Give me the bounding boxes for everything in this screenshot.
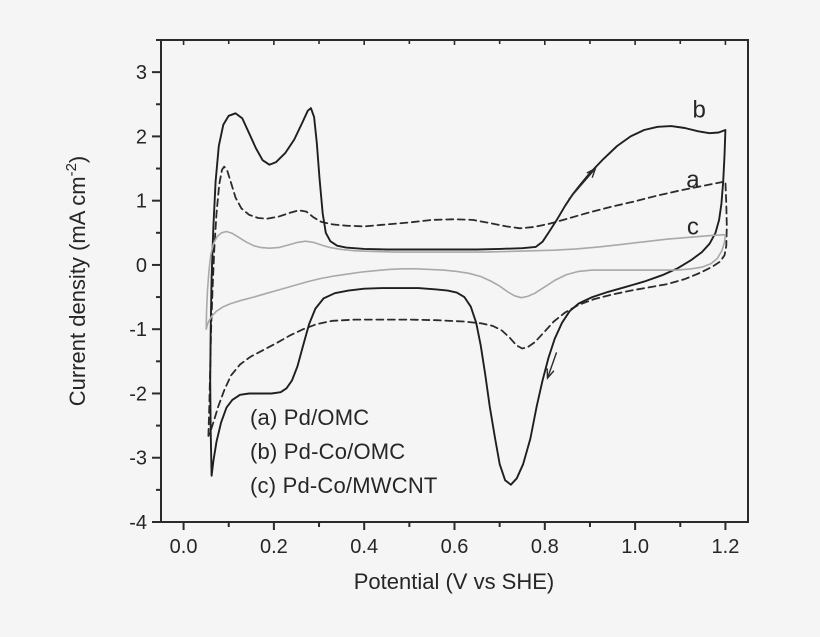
- y-tick-label: 0: [136, 255, 147, 277]
- curve-label-b: b: [693, 96, 706, 123]
- y-tick-label: 2: [136, 126, 147, 148]
- y-axis-title-superscript: -2: [63, 163, 80, 176]
- x-tick-label: 1.0: [621, 536, 649, 558]
- legend-entry-a: (a) Pd/OMC: [250, 405, 370, 430]
- x-tick-label: 0.8: [531, 536, 559, 558]
- y-tick-label: 1: [136, 191, 147, 213]
- legend-entry-c: (c) Pd-Co/MWCNT: [250, 473, 438, 498]
- x-tick-label: 0.2: [260, 536, 288, 558]
- x-tick-label: 0.6: [441, 536, 469, 558]
- cathodic-scan-arrow: [546, 352, 558, 379]
- x-tick-label: 1.2: [712, 536, 740, 558]
- series-curve-b: [209, 107, 727, 486]
- curve-label-a: a: [686, 166, 700, 193]
- y-tick-label: -1: [129, 319, 147, 341]
- anodic-scan-arrow: [568, 168, 596, 200]
- x-tick-label: 0.0: [170, 536, 198, 558]
- curve-label-c: c: [687, 213, 699, 240]
- y-axis-title-text: Current density (mA cm: [65, 176, 90, 406]
- y-axis-title-close-paren: ): [65, 156, 90, 163]
- series-curve-c: [205, 230, 727, 330]
- cathodic-scan-arrow-head: [546, 368, 555, 380]
- anodic-scan-arrow-head: [586, 167, 597, 178]
- y-axis-title: Current density (mA cm-2): [63, 156, 90, 407]
- curve-legend: (a) Pd/OMC (b) Pd-Co/OMC (c) Pd-Co/MWCNT: [250, 401, 438, 503]
- legend-entry-b: (b) Pd-Co/OMC: [250, 439, 406, 464]
- y-tick-label: -3: [129, 448, 147, 470]
- y-tick-label: 3: [136, 62, 147, 84]
- y-tick-label: -4: [129, 512, 147, 534]
- y-tick-label: -2: [129, 383, 147, 405]
- x-tick-label: 0.4: [350, 536, 378, 558]
- plot-generated-layer: 0.0 0.2 0.4 0.6 0.8 1.0 1.2 3 2 1 0 -1 -2 -3 -4 a b c: [129, 39, 749, 558]
- x-axis-title: Potential (V vs SHE): [354, 569, 555, 594]
